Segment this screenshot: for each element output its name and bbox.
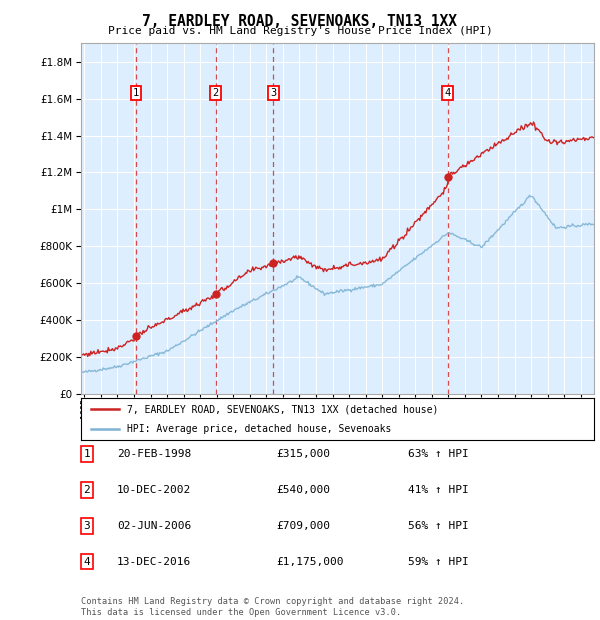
Text: 02-JUN-2006: 02-JUN-2006 bbox=[117, 521, 191, 531]
Text: 56% ↑ HPI: 56% ↑ HPI bbox=[408, 521, 469, 531]
Text: 1: 1 bbox=[83, 449, 91, 459]
Text: £1,175,000: £1,175,000 bbox=[276, 557, 343, 567]
Text: 1: 1 bbox=[133, 88, 139, 98]
Text: 4: 4 bbox=[83, 557, 91, 567]
Text: £315,000: £315,000 bbox=[276, 449, 330, 459]
Text: 41% ↑ HPI: 41% ↑ HPI bbox=[408, 485, 469, 495]
Text: 3: 3 bbox=[270, 88, 277, 98]
Text: 3: 3 bbox=[83, 521, 91, 531]
Text: Price paid vs. HM Land Registry's House Price Index (HPI): Price paid vs. HM Land Registry's House … bbox=[107, 26, 493, 36]
Text: £709,000: £709,000 bbox=[276, 521, 330, 531]
Text: 13-DEC-2016: 13-DEC-2016 bbox=[117, 557, 191, 567]
Text: HPI: Average price, detached house, Sevenoaks: HPI: Average price, detached house, Seve… bbox=[127, 424, 392, 434]
Text: Contains HM Land Registry data © Crown copyright and database right 2024.
This d: Contains HM Land Registry data © Crown c… bbox=[81, 598, 464, 617]
Text: 4: 4 bbox=[445, 88, 451, 98]
Text: 59% ↑ HPI: 59% ↑ HPI bbox=[408, 557, 469, 567]
Text: 2: 2 bbox=[83, 485, 91, 495]
Text: 20-FEB-1998: 20-FEB-1998 bbox=[117, 449, 191, 459]
Text: 63% ↑ HPI: 63% ↑ HPI bbox=[408, 449, 469, 459]
Text: 10-DEC-2002: 10-DEC-2002 bbox=[117, 485, 191, 495]
Text: £540,000: £540,000 bbox=[276, 485, 330, 495]
Text: 7, EARDLEY ROAD, SEVENOAKS, TN13 1XX (detached house): 7, EARDLEY ROAD, SEVENOAKS, TN13 1XX (de… bbox=[127, 404, 439, 414]
Text: 7, EARDLEY ROAD, SEVENOAKS, TN13 1XX: 7, EARDLEY ROAD, SEVENOAKS, TN13 1XX bbox=[143, 14, 458, 29]
Text: 2: 2 bbox=[212, 88, 219, 98]
